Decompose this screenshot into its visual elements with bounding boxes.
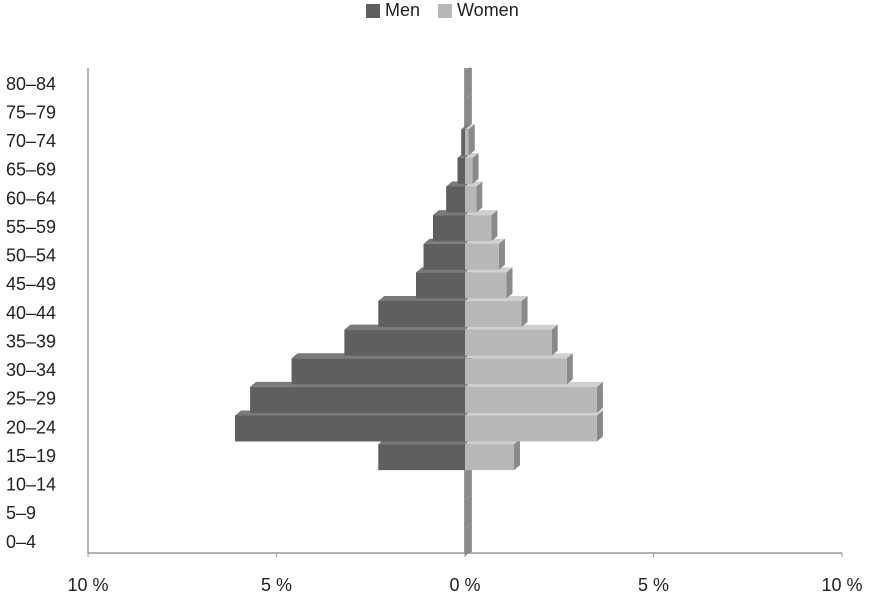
y-tick-label: 40–44 [6, 303, 56, 323]
bar [465, 186, 477, 213]
bar [415, 272, 465, 299]
y-tick-label: 10–14 [6, 475, 56, 495]
bar [457, 157, 465, 184]
bar [465, 301, 522, 327]
bar [423, 243, 465, 270]
bar-side [491, 210, 498, 242]
y-tick-label: 5–9 [6, 503, 36, 523]
bar-side [465, 95, 471, 127]
bar [465, 243, 499, 270]
y-tick-label: 60–64 [6, 188, 56, 208]
y-tick-label: 70–74 [6, 131, 56, 151]
bar [465, 444, 515, 471]
y-tick-label: 0–4 [6, 532, 36, 552]
bar [465, 386, 597, 413]
bar [465, 329, 552, 356]
x-tick-label: 5 % [638, 575, 669, 595]
bar [465, 415, 597, 442]
y-tick-label: 35–39 [6, 331, 56, 351]
y-tick-label: 25–29 [6, 389, 56, 409]
y-tick-label: 15–19 [6, 446, 56, 466]
y-tick-label: 20–24 [6, 417, 56, 437]
bar-side [472, 152, 479, 184]
bar [465, 358, 567, 385]
legend-label: Men [385, 0, 420, 20]
y-tick-label: 80–84 [6, 74, 56, 94]
bar [465, 272, 507, 299]
y-tick-label: 55–59 [6, 217, 56, 237]
bar-top [465, 152, 479, 158]
bar [465, 157, 473, 184]
bar [465, 215, 492, 242]
y-tick-label: 50–54 [6, 246, 56, 266]
legend-swatch [438, 4, 453, 18]
y-tick-label: 65–69 [6, 160, 56, 180]
bar-side [596, 381, 603, 413]
bar-side [506, 267, 513, 299]
bar [465, 129, 469, 156]
bar-side [468, 124, 475, 156]
bar [378, 444, 465, 471]
legend-label: Women [457, 0, 519, 20]
x-tick-label: 10 % [67, 575, 108, 595]
x-tick-label: 0 % [449, 575, 480, 595]
bar [235, 415, 465, 442]
bar-side [521, 296, 528, 327]
x-tick-label: 5 % [261, 575, 292, 595]
bar [446, 186, 465, 213]
y-tick-label: 45–49 [6, 274, 56, 294]
x-tick-label: 10 % [821, 575, 862, 595]
bar-side [465, 467, 471, 499]
bar-side [596, 410, 603, 442]
bar-side [476, 181, 483, 213]
y-tick-label: 30–34 [6, 360, 56, 380]
bar-side [498, 238, 505, 270]
bar [344, 329, 465, 356]
bar [378, 301, 465, 327]
bar [461, 129, 465, 156]
bar-side [514, 439, 521, 471]
bar [291, 358, 465, 385]
bar-side [465, 525, 471, 556]
bar [250, 386, 465, 413]
bar-side [465, 67, 471, 98]
legend-swatch [366, 4, 380, 18]
bar [432, 215, 465, 242]
bar-side [465, 496, 471, 528]
y-tick-label: 75–79 [6, 102, 56, 122]
bar-top [465, 181, 483, 187]
bar-side [566, 353, 573, 385]
bar-top [461, 124, 471, 130]
bar-top [465, 124, 475, 130]
bar-side [551, 324, 558, 356]
